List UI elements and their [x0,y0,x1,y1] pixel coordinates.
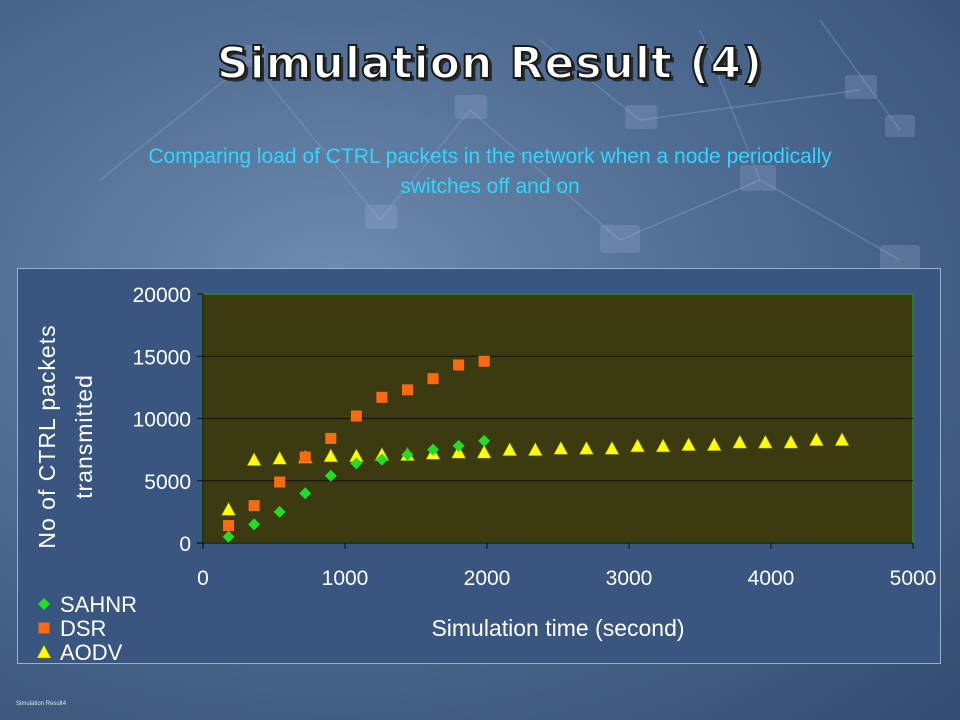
sahnr-point [222,530,235,543]
aodv-point [604,440,620,455]
slide-title: Simulation Result (4) [216,37,764,90]
y-axis-label-line-1: No of CTRL packets [34,324,60,548]
data-marks [221,355,850,543]
dsr-point [427,373,439,385]
legend-marker-aodv [36,644,52,659]
y-tick-label: 15000 [133,346,191,369]
series-sahnr [222,434,491,543]
sahnr-point [299,487,312,500]
aodv-point [578,440,594,455]
dsr-point [376,391,388,403]
subtitle-line-2: switches off and on [400,175,580,198]
sahnr-point [427,443,440,456]
aodv-point [655,438,671,453]
y-tick-label: 10000 [133,409,191,432]
x-tick-label: 2000 [464,567,511,590]
slide-footer: Simulation Result4 [16,701,67,707]
aodv-point [834,432,850,446]
aodv-point [808,432,824,446]
x-axis-label: Simulation time (second) [431,615,684,641]
grid-lines [203,355,913,482]
aodv-point [553,440,569,455]
y-axis-label-line-2: transmitted [71,374,97,499]
x-tick-label: 0 [197,567,209,590]
scatter-chart: 0 5000 10000 15000 20000 0 1000 2000 3000 4000 500… [34,284,937,663]
y-tick-label: 5000 [144,471,191,494]
dsr-point [299,451,311,463]
x-tick-label: 5000 [890,567,937,590]
sahnr-point [452,439,465,452]
legend-marker-sahnr [38,598,50,610]
legend-label-dsr: DSR [60,616,106,641]
dsr-point [248,500,260,512]
sahnr-point [375,453,388,466]
legend-marker-dsr [38,622,50,634]
dsr-point [274,476,286,488]
dsr-point [325,432,337,444]
aodv-point [502,441,518,456]
aodv-point [783,434,799,449]
y-tick-label: 0 [179,533,191,556]
series-dsr [223,355,490,532]
legend-label-aodv: AODV [60,640,123,663]
aodv-point [757,434,773,449]
sahnr-point [350,457,363,470]
dsr-point [223,520,235,532]
sahnr-point [478,434,491,447]
sahnr-point [401,448,414,461]
dsr-point [401,384,413,396]
aodv-point [323,448,339,463]
y-tick-label: 20000 [133,284,191,307]
x-tick-label: 4000 [748,567,795,590]
aodv-point [476,444,492,459]
aodv-point [681,437,697,451]
sahnr-point [248,518,261,531]
aodv-point [221,501,237,516]
aodv-point [246,451,262,466]
legend-label-sahnr: SAHNR [60,592,137,617]
subtitle-line-1: Comparing load of CTRL packets in the ne… [148,145,832,168]
aodv-point [272,450,288,465]
dsr-point [350,410,362,422]
chart-panel: 0 5000 10000 15000 20000 0 1000 2000 3000 4000 500… [17,268,941,664]
aodv-point [706,437,722,451]
slide-subtitle: Comparing load of CTRL packets in the ne… [40,142,940,202]
x-tick-label: 1000 [322,567,369,590]
x-tick-label: 3000 [606,567,653,590]
aodv-point [527,441,543,456]
dsr-point [453,359,465,371]
dsr-point [478,355,490,367]
aodv-point [630,438,646,453]
sahnr-point [273,505,286,518]
aodv-point [732,434,748,449]
sahnr-point [324,469,337,482]
axes: 0 5000 10000 15000 20000 0 1000 2000 3000 4000 500… [133,284,937,590]
